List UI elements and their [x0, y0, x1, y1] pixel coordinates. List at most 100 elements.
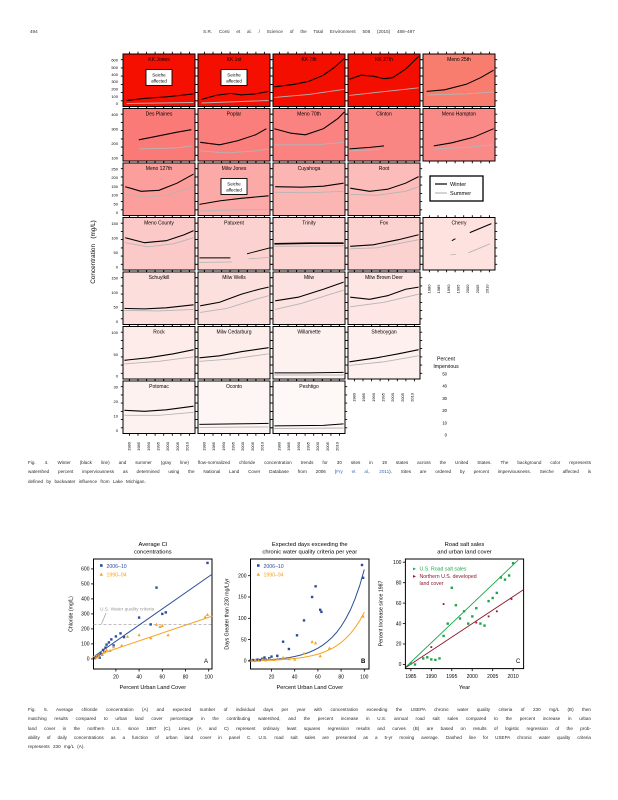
svg-text:Seiche: Seiche — [227, 181, 241, 186]
svg-text:1980: 1980 — [126, 441, 131, 451]
svg-text:300: 300 — [81, 612, 90, 618]
svg-text:Patuxent: Patuxent — [224, 221, 244, 227]
svg-text:200: 200 — [81, 627, 90, 633]
svg-text:1985: 1985 — [361, 392, 366, 402]
svg-text:Summer: Summer — [450, 191, 471, 197]
svg-text:100: 100 — [111, 330, 118, 335]
svg-text:2005: 2005 — [250, 441, 255, 451]
svg-text:1995: 1995 — [446, 674, 457, 680]
svg-text:2000: 2000 — [165, 441, 170, 451]
svg-text:KK Jones: KK Jones — [148, 57, 170, 63]
svg-text:40: 40 — [442, 384, 447, 389]
svg-text:400: 400 — [111, 112, 118, 117]
svg-text:1980: 1980 — [276, 441, 281, 451]
svg-text:Milw Cedarburg: Milw Cedarburg — [216, 330, 251, 336]
svg-text:Seiche: Seiche — [152, 72, 166, 77]
svg-text:400: 400 — [111, 72, 118, 77]
svg-text:0: 0 — [116, 428, 119, 433]
svg-text:300: 300 — [111, 127, 118, 132]
svg-text:100: 100 — [111, 94, 118, 99]
svg-text:Chloride (mg/L): Chloride (mg/L) — [69, 596, 75, 632]
svg-text:Meno County: Meno County — [144, 221, 174, 227]
svg-text:40: 40 — [292, 675, 298, 681]
svg-text:100: 100 — [393, 560, 402, 566]
svg-text:Sheboygan: Sheboygan — [371, 330, 397, 336]
svg-text:1980: 1980 — [201, 441, 206, 451]
svg-text:150: 150 — [238, 595, 247, 601]
svg-text:1990–94: 1990–94 — [107, 573, 127, 579]
svg-text:1990: 1990 — [371, 392, 376, 402]
svg-text:20: 20 — [396, 642, 402, 648]
svg-text:2010: 2010 — [508, 674, 519, 680]
svg-text:Fox: Fox — [380, 221, 389, 227]
svg-text:1980: 1980 — [426, 284, 431, 294]
svg-text:2000: 2000 — [240, 441, 245, 451]
svg-text:100: 100 — [205, 675, 214, 681]
svg-text:C: C — [516, 659, 521, 665]
svg-text:2010: 2010 — [410, 392, 415, 402]
svg-text:50: 50 — [241, 637, 247, 643]
svg-text:2010: 2010 — [335, 441, 340, 451]
svg-text:Year: Year — [459, 685, 470, 691]
svg-text:Poplar: Poplar — [227, 112, 242, 118]
svg-text:A: A — [204, 659, 208, 665]
svg-text:60: 60 — [315, 675, 321, 681]
svg-text:100: 100 — [238, 616, 247, 622]
svg-text:10: 10 — [442, 420, 447, 425]
svg-text:1990–94: 1990–94 — [264, 573, 284, 579]
svg-text:Milw Brown Deer: Milw Brown Deer — [365, 275, 403, 281]
svg-text:400: 400 — [81, 597, 90, 603]
svg-text:1995: 1995 — [456, 284, 461, 294]
svg-text:40: 40 — [396, 621, 402, 627]
svg-text:Meno 25th: Meno 25th — [447, 57, 471, 63]
svg-text:20: 20 — [113, 675, 119, 681]
svg-text:2005: 2005 — [400, 392, 405, 402]
svg-text:250: 250 — [111, 167, 118, 172]
svg-text:B: B — [361, 659, 366, 665]
svg-text:1990: 1990 — [221, 441, 226, 451]
svg-text:Root: Root — [379, 166, 390, 172]
svg-text:1990: 1990 — [446, 284, 451, 294]
svg-text:Milw Jones: Milw Jones — [222, 166, 247, 172]
svg-text:U.S. Road salt sales: U.S. Road salt sales — [420, 567, 467, 573]
svg-text:150: 150 — [111, 184, 118, 189]
svg-text:2006–10: 2006–10 — [264, 564, 284, 570]
svg-text:600: 600 — [111, 58, 118, 63]
svg-text:80: 80 — [338, 675, 344, 681]
svg-text:Cuyahoga: Cuyahoga — [298, 166, 321, 172]
svg-text:2000: 2000 — [315, 441, 320, 451]
svg-text:100: 100 — [111, 193, 118, 198]
svg-text:0: 0 — [244, 659, 247, 665]
svg-text:U.S. Water quality criteria: U.S. Water quality criteria — [100, 607, 155, 613]
svg-text:2005: 2005 — [475, 284, 480, 294]
svg-text:0: 0 — [116, 210, 119, 215]
svg-text:1995: 1995 — [381, 392, 386, 402]
svg-text:Milw: Milw — [304, 275, 314, 281]
svg-text:80: 80 — [183, 675, 189, 681]
svg-text:Percent Urban Land Cover: Percent Urban Land Cover — [120, 685, 187, 691]
svg-text:50: 50 — [114, 250, 119, 255]
svg-text:Average Cl: Average Cl — [139, 542, 168, 548]
svg-text:Winter: Winter — [450, 182, 466, 188]
svg-text:40: 40 — [136, 675, 142, 681]
svg-text:30: 30 — [114, 385, 119, 390]
svg-text:Percent: Percent — [437, 357, 455, 363]
svg-text:Meno 127th: Meno 127th — [146, 166, 173, 172]
svg-text:1985: 1985 — [286, 441, 291, 451]
svg-text:Meno Hampton: Meno Hampton — [442, 112, 476, 118]
svg-text:200: 200 — [111, 141, 118, 146]
svg-text:Milw Wells: Milw Wells — [222, 275, 246, 281]
svg-text:Northern U.S. developed: Northern U.S. developed — [420, 574, 477, 580]
svg-text:KK 1st: KK 1st — [227, 57, 242, 63]
svg-text:200: 200 — [111, 87, 118, 92]
svg-text:300: 300 — [111, 79, 118, 84]
svg-text:10: 10 — [114, 414, 119, 419]
svg-text:0: 0 — [116, 319, 119, 324]
svg-text:Des Plaines: Des Plaines — [146, 112, 173, 118]
svg-text:affected: affected — [226, 79, 242, 84]
svg-text:0: 0 — [116, 265, 119, 270]
svg-text:2006–10: 2006–10 — [107, 564, 127, 570]
svg-text:1990: 1990 — [146, 441, 151, 451]
svg-text:200: 200 — [238, 573, 247, 579]
svg-text:1990: 1990 — [426, 674, 437, 680]
